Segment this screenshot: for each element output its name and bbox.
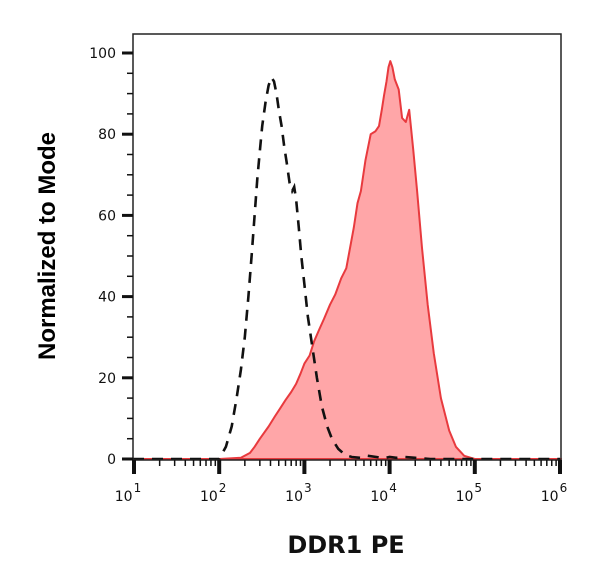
ddr1-pe-filled-histogram [132,60,562,460]
plot-frame [132,33,562,461]
y-tick-label: 60 [98,208,116,224]
x-tick-label: 104 [370,481,396,505]
x-tick-label: 101 [115,481,141,505]
x-axis-label: DDR1 PE [287,531,404,559]
plot-area [132,60,562,461]
x-tick-label: 105 [456,481,482,505]
y-tick-label: 80 [98,127,116,143]
y-axis: 0 20 40 60 80 100 [89,46,133,468]
y-tick-label: 0 [107,452,116,468]
x-axis: 101 102 103 104 105 106 [115,460,567,505]
isotype-control-dashed-histogram [133,74,560,461]
y-axis-label: Normalized to Mode [34,132,61,360]
y-tick-label: 40 [98,290,116,306]
y-tick-label: 100 [89,46,116,62]
x-tick-label: 103 [285,481,311,505]
x-tick-label: 106 [541,481,567,505]
x-tick-label: 102 [200,481,226,505]
y-tick-label: 20 [98,371,116,387]
